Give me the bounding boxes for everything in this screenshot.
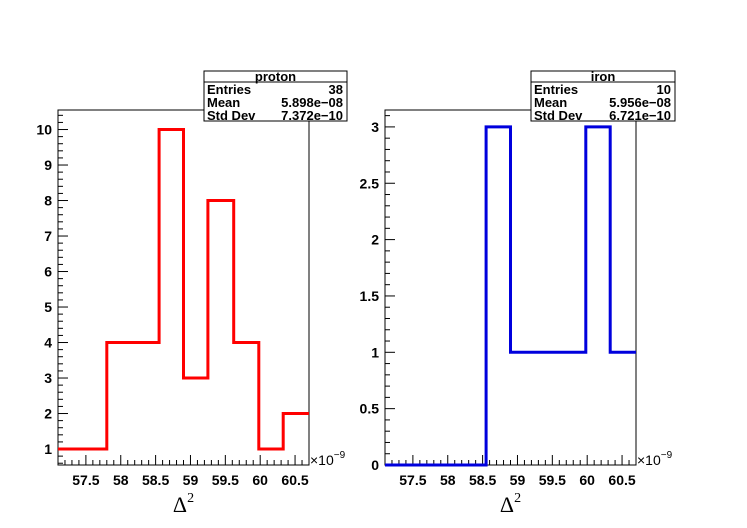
proton-stats-box: proton Entries 38 Mean 5.898e−08 Std Dev 7.372…: [203, 69, 348, 123]
y-tick-label: 1.5: [360, 288, 380, 304]
x-tick-label: 57.5: [72, 472, 99, 488]
x-tick-label: 59.5: [212, 472, 239, 488]
y-tick-label: 0.5: [360, 401, 380, 417]
y-tick-label: 10: [36, 122, 52, 138]
stats-row-label: Mean: [534, 95, 567, 110]
y-tick-label: 4: [44, 335, 52, 351]
stats-row-value: 38: [329, 82, 343, 97]
y-tick-label: 2: [44, 406, 52, 422]
y-tick-label: 1: [371, 344, 379, 360]
proton-histogram-panel: 57.5 58 58.5 59 59.5 60 60.512345678910Δ2×10−9…: [36, 69, 348, 517]
stats-row-label: Std Dev: [207, 108, 256, 123]
proton-histogram-line: [58, 128, 309, 451]
y-tick-label: 6: [44, 264, 52, 280]
x-tick-label: 60: [579, 472, 595, 488]
x-tick-label: 58.5: [469, 472, 496, 488]
x-axis-multiplier: ×10−9: [637, 450, 673, 468]
stats-row-label: Std Dev: [534, 108, 583, 123]
stats-box-frame: [530, 70, 676, 122]
x-axis-title: Δ2: [173, 491, 194, 517]
stats-row-label: Mean: [207, 95, 240, 110]
y-tick-label: 1: [44, 441, 52, 457]
x-tick-label: 58.5: [142, 472, 169, 488]
x-axis-title-superscript: 2: [514, 491, 521, 506]
y-tick-label: 8: [44, 193, 52, 209]
iron-stats-box: iron Entries 10 Mean 5.956e−08 Std Dev 6.721e−…: [530, 69, 676, 123]
y-tick-label: 2: [371, 232, 379, 248]
y-tick-label: 0: [371, 457, 379, 473]
y-tick-label: 7: [44, 228, 52, 244]
x-tick-label: 60.5: [281, 472, 308, 488]
x-axis-multiplier-exponent: −9: [334, 450, 346, 461]
stats-box-title: proton: [255, 69, 296, 84]
x-axis-multiplier: ×10−9: [310, 450, 346, 468]
stats-row-value: 6.721e−10: [609, 108, 671, 123]
y-tick-label: 3: [371, 119, 379, 135]
x-axis-multiplier-base: ×10: [637, 452, 661, 468]
stats-box-title: iron: [591, 69, 616, 84]
x-tick-label: 59.5: [539, 472, 566, 488]
x-tick-label: 59: [183, 472, 199, 488]
y-tick-label: 2.5: [360, 175, 380, 191]
stats-row-value: 5.956e−08: [609, 95, 671, 110]
x-axis-title: Δ2: [500, 491, 521, 517]
stats-row-label: Entries: [534, 82, 578, 97]
x-tick-label: 60.5: [608, 472, 635, 488]
x-axis-title-symbol: Δ: [173, 492, 187, 517]
x-axis-multiplier-base: ×10: [310, 452, 334, 468]
x-axis-title-superscript: 2: [187, 491, 194, 506]
x-tick-label: 57.5: [399, 472, 426, 488]
stats-box-frame: [203, 70, 348, 122]
y-tick-label: 3: [44, 370, 52, 386]
iron-histogram-line: [385, 125, 636, 467]
stats-row-value: 10: [657, 82, 671, 97]
y-tick-label: 5: [44, 299, 52, 315]
x-axis-title-symbol: Δ: [500, 492, 514, 517]
iron-histogram-panel: 57.5 58 58.5 59 59.5 60 60.500.511.522.53Δ2×10…: [360, 69, 676, 517]
x-tick-label: 59: [510, 472, 526, 488]
x-axis-multiplier-exponent: −9: [661, 450, 673, 461]
stats-row-value: 5.898e−08: [281, 95, 343, 110]
y-tick-label: 9: [44, 157, 52, 173]
stats-row-value: 7.372e−10: [281, 108, 343, 123]
x-tick-label: 60: [252, 472, 268, 488]
x-tick-label: 58: [113, 472, 129, 488]
x-tick-label: 58: [440, 472, 456, 488]
stats-row-label: Entries: [207, 82, 251, 97]
